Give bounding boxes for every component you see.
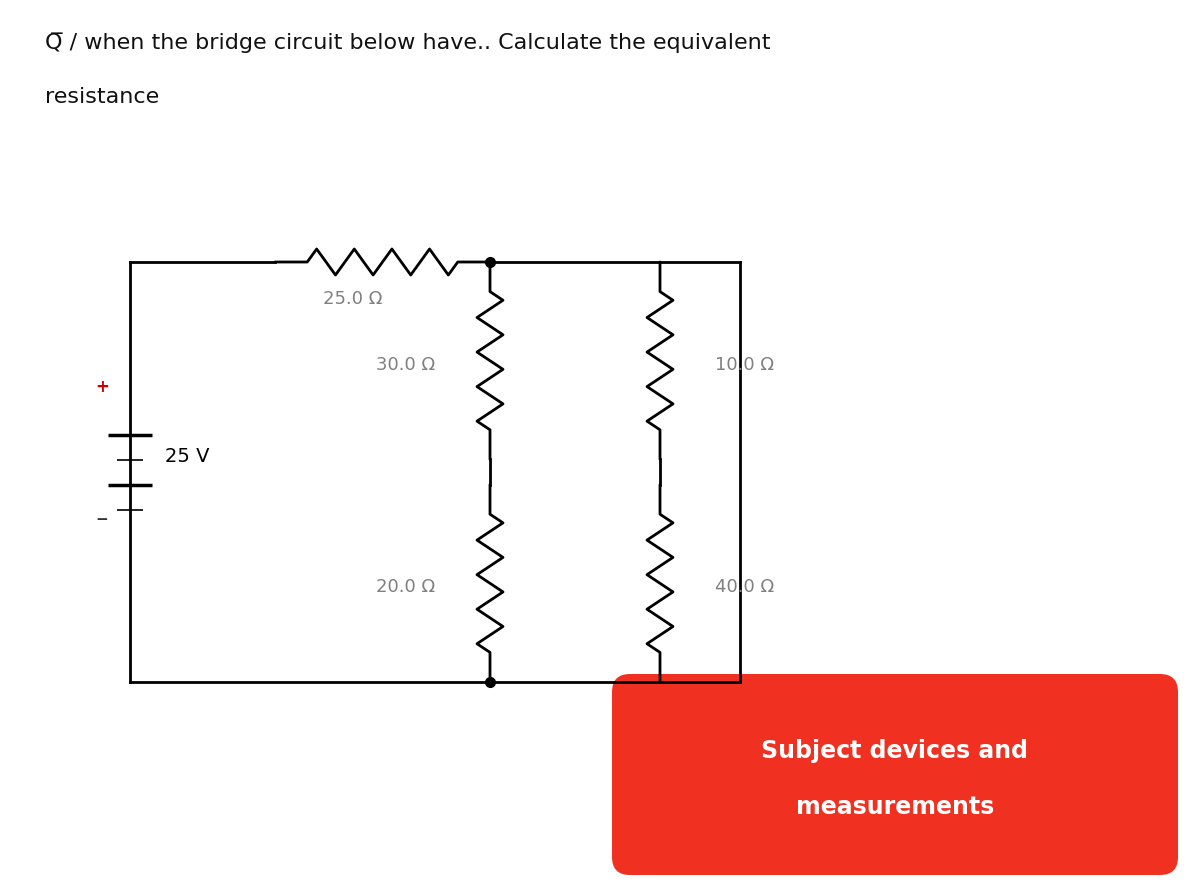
Text: resistance: resistance — [46, 87, 160, 107]
Text: 10.0 Ω: 10.0 Ω — [715, 356, 774, 374]
Text: +: + — [95, 378, 109, 396]
Text: −: − — [96, 513, 108, 527]
Text: Subject devices and: Subject devices and — [762, 739, 1028, 764]
Text: measurements: measurements — [796, 796, 994, 820]
Text: 40.0 Ω: 40.0 Ω — [715, 578, 774, 596]
Text: 30.0 Ω: 30.0 Ω — [376, 356, 436, 374]
Text: 25 V: 25 V — [166, 448, 210, 467]
FancyBboxPatch shape — [612, 674, 1178, 875]
Text: 25.0 Ω: 25.0 Ω — [323, 290, 382, 308]
Text: 20.0 Ω: 20.0 Ω — [376, 578, 436, 596]
Text: Q̅ / when the bridge circuit below have.. Calculate the equivalent: Q̅ / when the bridge circuit below have.… — [46, 32, 770, 53]
